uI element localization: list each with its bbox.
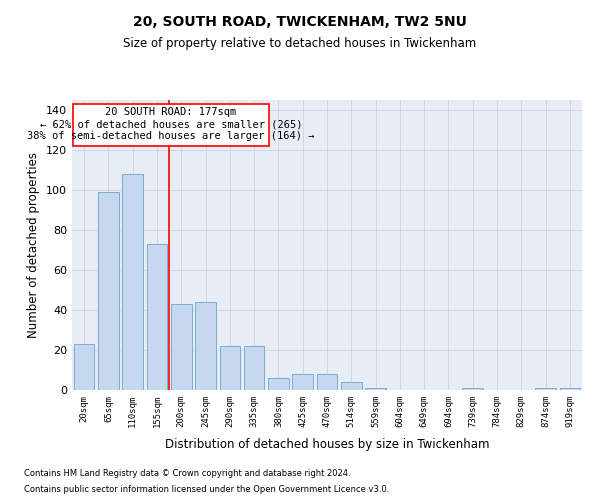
Bar	[171, 304, 191, 390]
Bar	[292, 374, 313, 390]
Bar	[220, 346, 240, 390]
Text: Contains public sector information licensed under the Open Government Licence v3: Contains public sector information licen…	[24, 485, 389, 494]
Bar	[98, 192, 119, 390]
Bar	[365, 388, 386, 390]
Y-axis label: Number of detached properties: Number of detached properties	[28, 152, 40, 338]
Text: Contains HM Land Registry data © Crown copyright and database right 2024.: Contains HM Land Registry data © Crown c…	[24, 468, 350, 477]
Bar	[317, 374, 337, 390]
Text: Size of property relative to detached houses in Twickenham: Size of property relative to detached ho…	[124, 38, 476, 51]
Bar	[74, 344, 94, 390]
Bar	[560, 388, 580, 390]
Bar	[244, 346, 265, 390]
Text: ← 62% of detached houses are smaller (265): ← 62% of detached houses are smaller (26…	[40, 119, 302, 129]
Text: 38% of semi-detached houses are larger (164) →: 38% of semi-detached houses are larger (…	[27, 131, 315, 141]
Text: 20 SOUTH ROAD: 177sqm: 20 SOUTH ROAD: 177sqm	[106, 107, 236, 117]
Bar	[341, 382, 362, 390]
Bar	[195, 302, 216, 390]
X-axis label: Distribution of detached houses by size in Twickenham: Distribution of detached houses by size …	[165, 438, 489, 451]
Bar	[463, 388, 483, 390]
FancyBboxPatch shape	[73, 104, 269, 146]
Bar	[122, 174, 143, 390]
Bar	[535, 388, 556, 390]
Bar	[268, 378, 289, 390]
Bar	[146, 244, 167, 390]
Text: 20, SOUTH ROAD, TWICKENHAM, TW2 5NU: 20, SOUTH ROAD, TWICKENHAM, TW2 5NU	[133, 15, 467, 29]
